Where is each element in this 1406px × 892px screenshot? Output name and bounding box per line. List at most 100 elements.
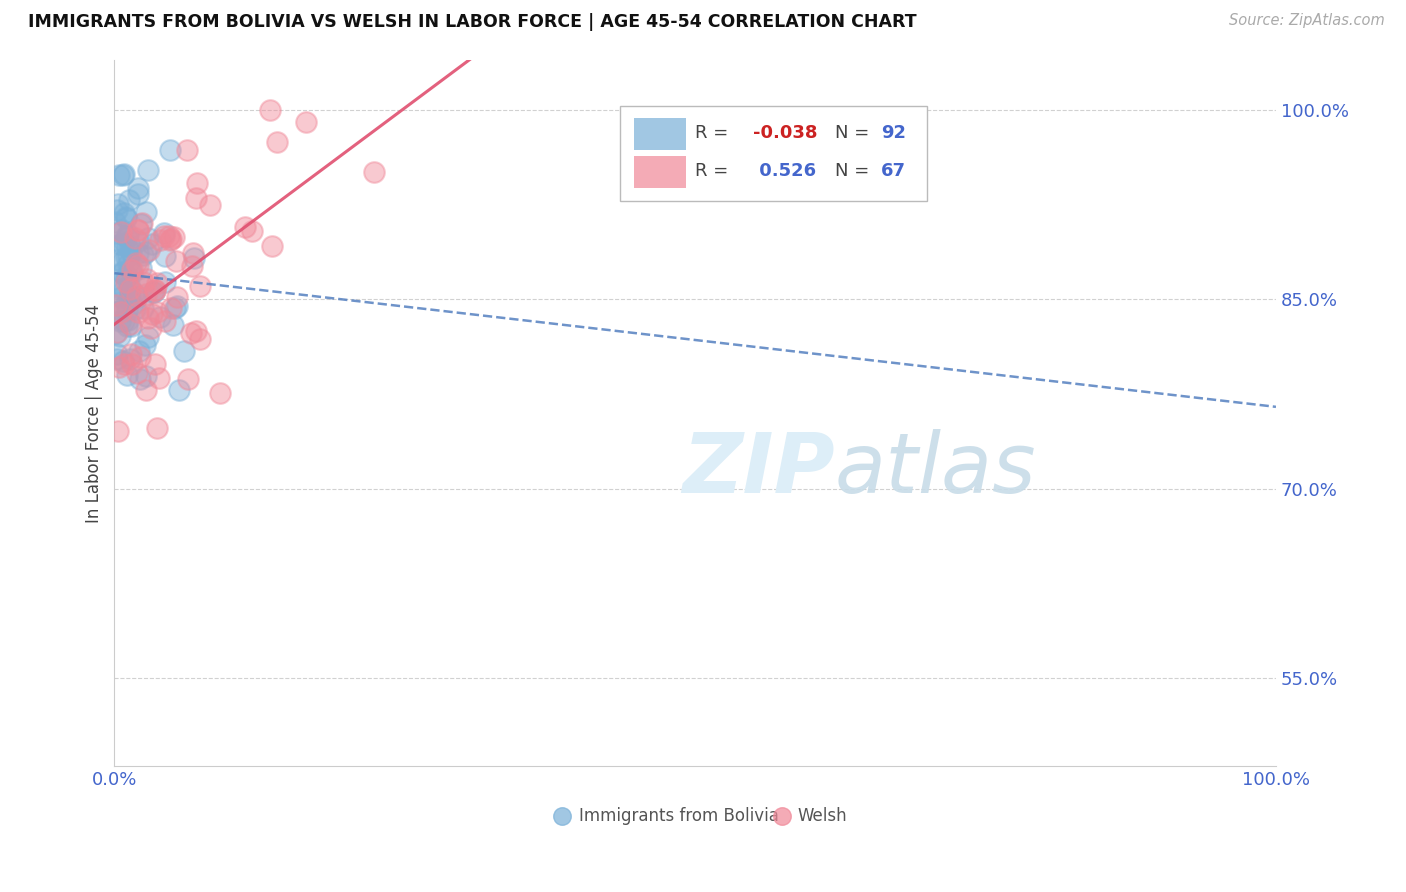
Point <box>125 256 148 270</box>
Point <box>149 310 172 324</box>
Point <box>127 366 149 380</box>
Point <box>198 198 221 212</box>
FancyBboxPatch shape <box>634 119 686 150</box>
Point <box>112 357 135 371</box>
Point <box>118 261 141 276</box>
Point <box>117 230 139 244</box>
Point <box>118 239 141 253</box>
Point <box>103 252 125 267</box>
Point <box>127 258 149 272</box>
Text: N =: N = <box>835 124 875 142</box>
Y-axis label: In Labor Force | Age 45-54: In Labor Force | Age 45-54 <box>86 303 103 523</box>
Point <box>127 223 149 237</box>
Point <box>112 169 135 183</box>
Point <box>125 289 148 303</box>
Point <box>146 276 169 290</box>
Point <box>115 269 138 284</box>
Point <box>107 237 129 252</box>
Point <box>108 360 131 375</box>
Point <box>114 295 136 310</box>
Point <box>186 176 208 190</box>
Point <box>115 275 138 289</box>
Point <box>117 293 139 307</box>
Text: Source: ZipAtlas.com: Source: ZipAtlas.com <box>1229 13 1385 29</box>
Point <box>184 324 207 338</box>
Point <box>141 237 163 252</box>
Point <box>122 297 145 311</box>
Point <box>114 211 136 225</box>
Point <box>129 260 152 275</box>
Point <box>104 227 127 241</box>
Point <box>127 181 149 195</box>
Text: 67: 67 <box>882 162 905 180</box>
Point <box>117 249 139 263</box>
Point <box>139 320 162 334</box>
Point <box>135 369 157 384</box>
Point <box>107 202 129 217</box>
Point <box>120 317 142 331</box>
Point <box>134 338 156 352</box>
Point <box>104 298 127 312</box>
Point <box>127 235 149 249</box>
Point <box>131 217 153 231</box>
Point <box>135 383 157 397</box>
Text: R =: R = <box>695 124 734 142</box>
Point <box>131 247 153 261</box>
Point <box>104 215 127 229</box>
Point <box>186 191 208 205</box>
Point <box>165 254 187 268</box>
Point <box>108 329 131 343</box>
Point <box>153 313 176 327</box>
Point <box>233 220 256 235</box>
Point <box>153 229 176 244</box>
Point <box>104 305 127 319</box>
Point <box>112 206 135 220</box>
Point <box>115 211 138 226</box>
Point <box>112 167 135 181</box>
Point <box>143 283 166 297</box>
Point <box>266 136 288 150</box>
Point <box>160 301 183 315</box>
Point <box>146 420 169 434</box>
Point <box>118 351 141 366</box>
Point <box>105 298 128 312</box>
Point <box>117 239 139 253</box>
Point <box>166 290 188 304</box>
Point <box>105 325 128 339</box>
Point <box>363 165 385 179</box>
Point <box>136 310 159 325</box>
Point <box>117 257 139 271</box>
Text: 0.526: 0.526 <box>754 162 817 180</box>
Point <box>183 251 205 265</box>
Point <box>176 143 198 157</box>
Point <box>111 237 134 252</box>
Point <box>173 343 195 358</box>
Point <box>115 303 138 318</box>
Point <box>117 368 139 382</box>
Point <box>115 250 138 264</box>
Point <box>105 347 128 361</box>
Point <box>127 305 149 319</box>
Point <box>121 357 143 371</box>
Text: R =: R = <box>695 162 734 180</box>
Point <box>110 283 132 297</box>
Point <box>107 425 129 439</box>
Point <box>129 350 152 364</box>
Point <box>128 343 150 358</box>
Point <box>163 230 186 244</box>
Point <box>111 354 134 368</box>
Point <box>110 305 132 319</box>
Text: Immigrants from Bolivia: Immigrants from Bolivia <box>579 807 779 825</box>
Point <box>157 229 180 244</box>
Point <box>166 299 188 313</box>
Point <box>124 302 146 317</box>
Point <box>180 326 202 340</box>
FancyBboxPatch shape <box>634 156 686 188</box>
Point <box>135 205 157 219</box>
Point <box>115 318 138 333</box>
Point <box>127 289 149 303</box>
Point <box>118 287 141 301</box>
Point <box>110 266 132 280</box>
Point <box>262 238 284 252</box>
Point <box>120 319 142 334</box>
